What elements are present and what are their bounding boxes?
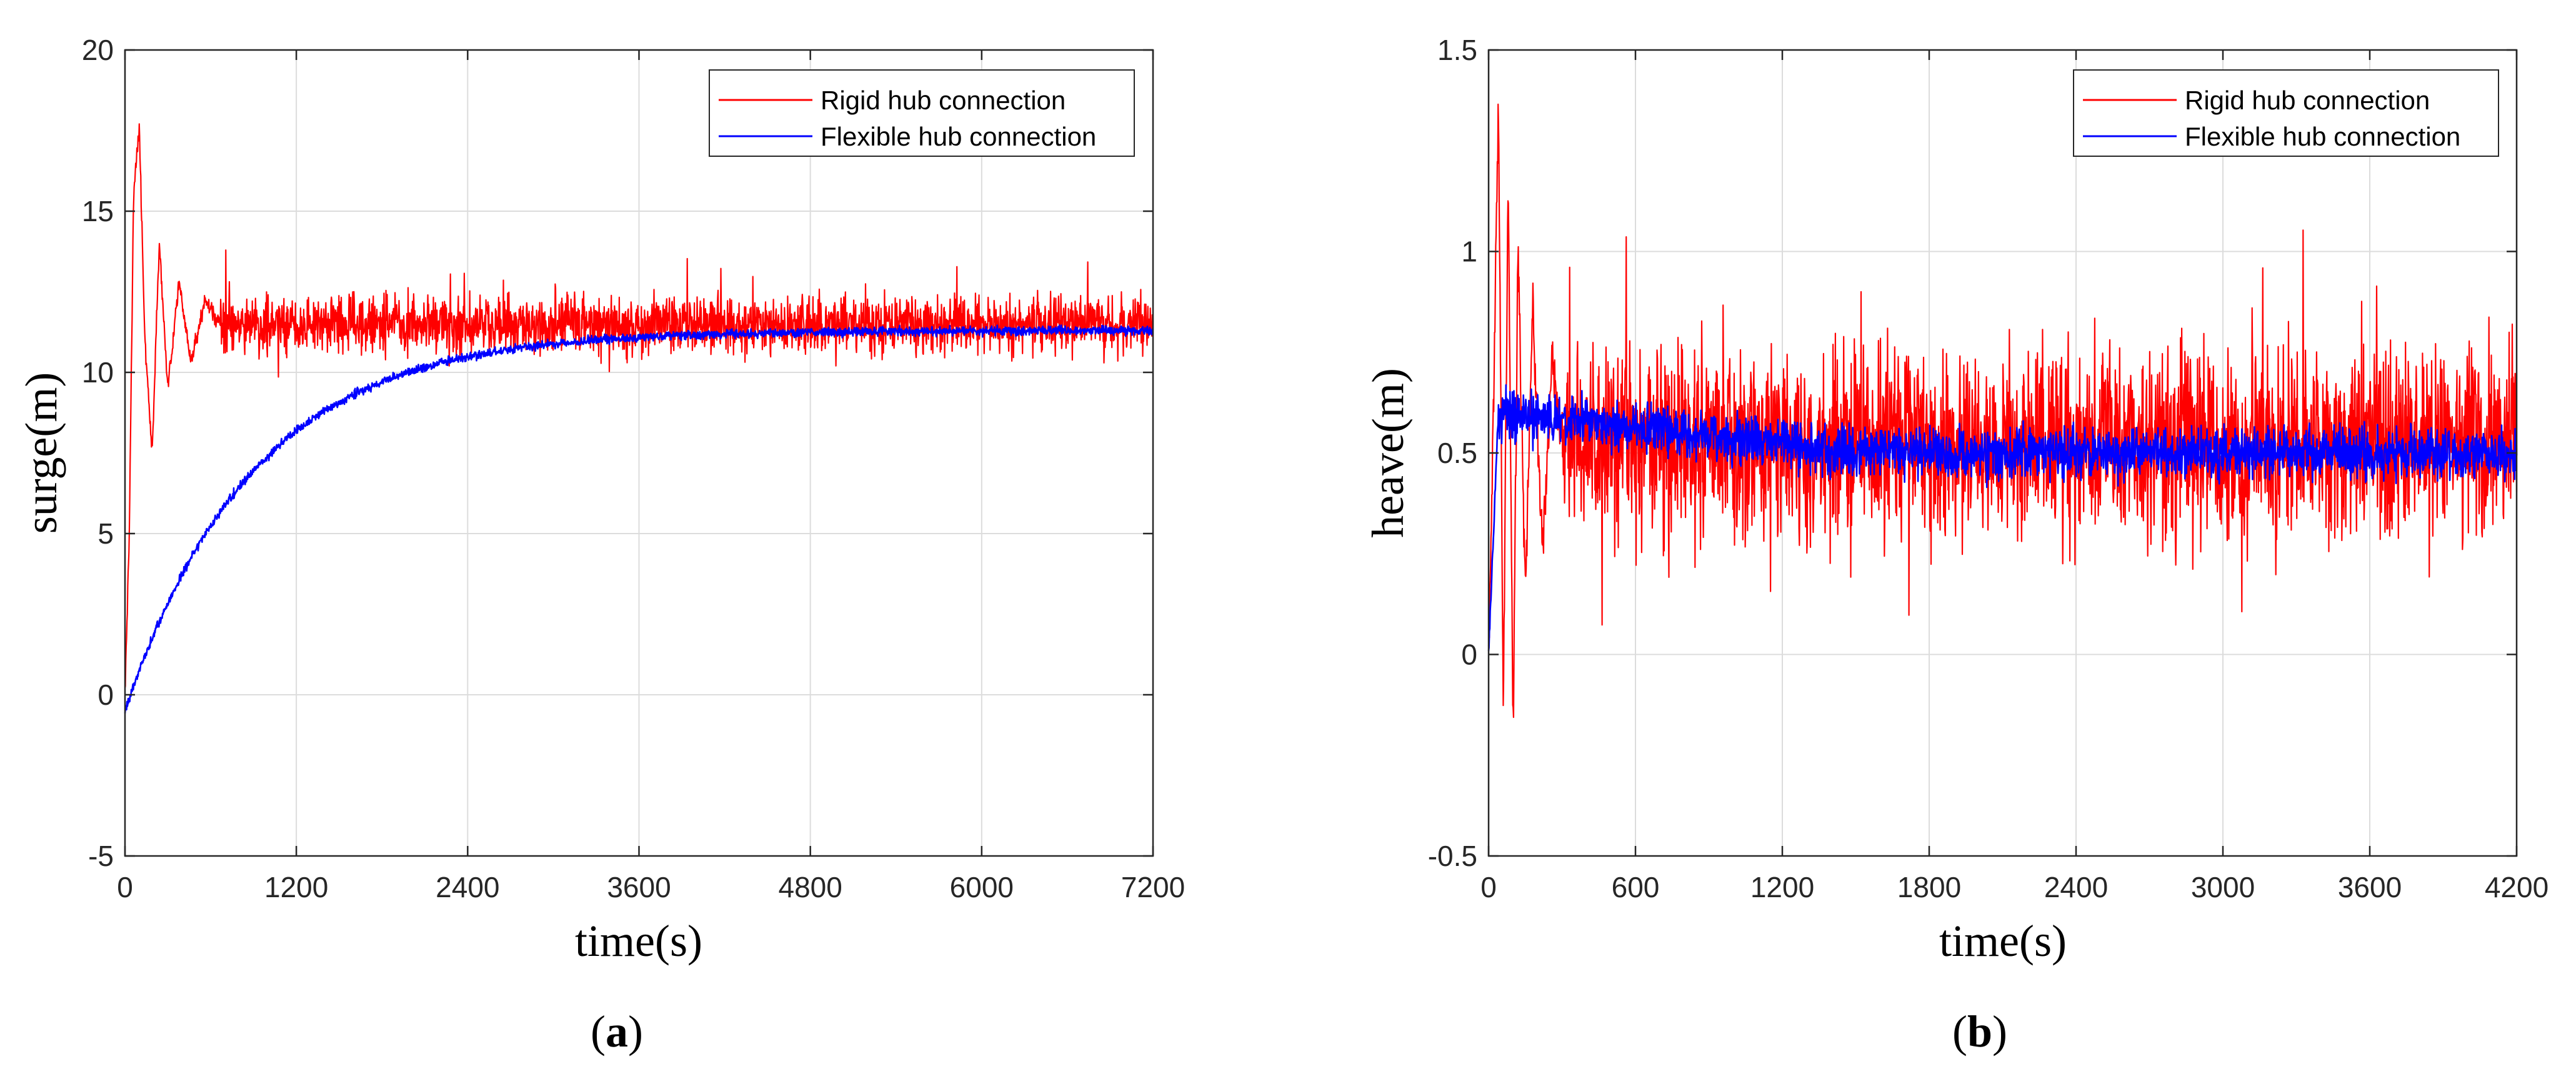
x-tick-label: 0: [117, 871, 133, 903]
x-axis-label-surge: time(s): [575, 916, 702, 966]
legend-label-rigid: Rigid hub connection: [2185, 86, 2430, 115]
x-tick-label: 6000: [950, 871, 1014, 903]
y-tick-label: -5: [88, 840, 114, 872]
data-lines-heave: [1487, 103, 2518, 719]
y-tick-label: 5: [97, 517, 114, 550]
data-lines-surge: [124, 123, 1154, 714]
legend-box-heave: [2073, 69, 2499, 157]
x-tick-label: 3600: [2338, 871, 2402, 903]
legend-label-flexible: Flexible hub connection: [821, 122, 1096, 151]
x-tick-label: 2400: [436, 871, 499, 903]
series-line-flexible: [124, 324, 1154, 714]
y-tick-label: 1.5: [1437, 34, 1477, 66]
x-tick-label: 3000: [2191, 871, 2255, 903]
panel-label-a: (a): [591, 1007, 643, 1057]
legend-box-surge: [709, 69, 1135, 157]
x-tick-label: 3600: [607, 871, 671, 903]
y-axis-label-surge: surge(m): [16, 372, 66, 534]
x-tick-label: 600: [1612, 871, 1660, 903]
axis-ticks-heave: 0 600 1200 1800 2400 3000 3600 4200-0.500.511.5: [1428, 34, 2549, 903]
x-axis-label-heave: time(s): [1939, 916, 2067, 966]
x-tick-label: 2400: [2044, 871, 2108, 903]
series-line-rigid: [124, 123, 1154, 689]
x-tick-label: 4800: [778, 871, 842, 903]
y-tick-label: 20: [82, 34, 114, 66]
y-axis-label-heave: heave(m): [1363, 368, 1413, 538]
y-tick-label: 10: [82, 356, 114, 389]
panel-letter-b: b: [1967, 1007, 1992, 1057]
legend-label-rigid: Rigid hub connection: [821, 86, 1066, 115]
y-tick-label: 0.5: [1437, 437, 1477, 469]
series-line-flexible: [1487, 384, 2518, 651]
y-tick-label: -0.5: [1428, 840, 1477, 872]
panel-letter-a: a: [606, 1007, 628, 1057]
legend-surge: Rigid hub connection Flexible hub connec…: [709, 69, 1135, 157]
x-tick-label: 4200: [2485, 871, 2549, 903]
legend-label-flexible: Flexible hub connection: [2185, 122, 2460, 151]
x-tick-label: 1200: [264, 871, 328, 903]
panel-label-b: (b): [1952, 1007, 2007, 1057]
y-tick-label: 0: [97, 679, 114, 711]
x-tick-label: 7200: [1121, 871, 1185, 903]
chart-panel-heave: 0 600 1200 1800 2400 3000 3600 4200-0.500.511.5…: [1363, 34, 2549, 1057]
y-tick-label: 15: [82, 195, 114, 227]
grid-lines-surge: [125, 50, 1153, 856]
x-tick-label: 0: [1480, 871, 1497, 903]
y-tick-label: 1: [1461, 236, 1477, 268]
x-tick-label: 1200: [1750, 871, 1814, 903]
y-tick-label: 0: [1461, 639, 1477, 671]
x-tick-label: 1800: [1897, 871, 1961, 903]
legend-heave: Rigid hub connection Flexible hub connec…: [2073, 69, 2499, 157]
